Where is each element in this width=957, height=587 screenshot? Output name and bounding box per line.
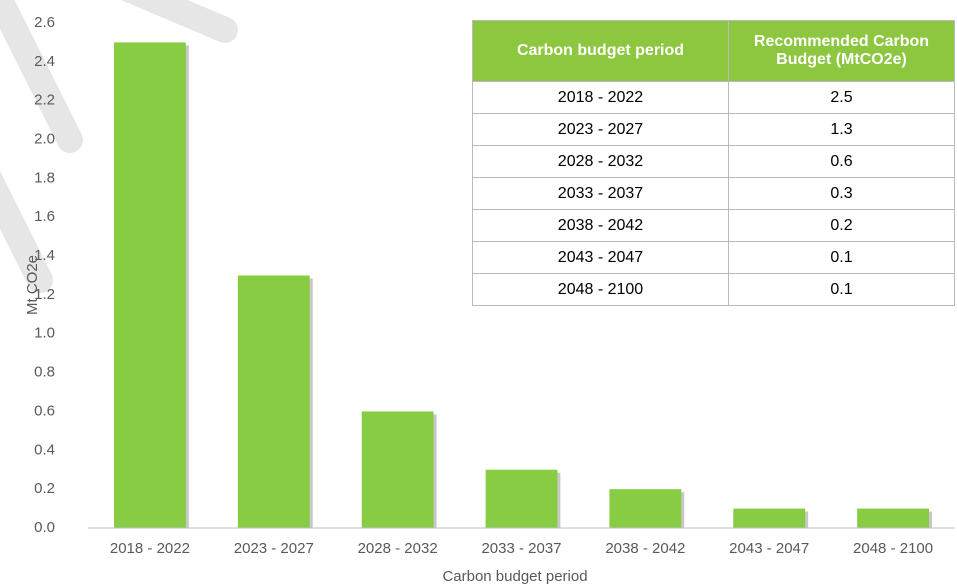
- x-tick-label: 2023 - 2027: [234, 540, 314, 557]
- table-cell: 0.6: [728, 145, 955, 178]
- y-tick-label: 1.0: [34, 325, 55, 342]
- table-cell: 0.3: [728, 177, 955, 210]
- table-row: 2043 - 2047 0.1: [472, 241, 955, 274]
- x-tick-label: 2033 - 2037: [481, 540, 561, 557]
- y-tick-label: 2.6: [34, 14, 55, 31]
- bar: [237, 275, 310, 528]
- table-cell: 2048 - 2100: [472, 273, 729, 306]
- y-axis-label: Mt CO2e: [24, 255, 41, 315]
- watermark: [0, 0, 83, 153]
- table-cell: 2038 - 2042: [472, 209, 729, 242]
- x-axis-label: Carbon budget period: [442, 568, 587, 585]
- y-tick-label: 2.4: [34, 53, 55, 70]
- table-cell: 0.2: [728, 209, 955, 242]
- table-cell: 2018 - 2022: [472, 81, 729, 114]
- table-cell: 2028 - 2032: [472, 145, 729, 178]
- table-header-row: Carbon budget period Recommended Carbon B…: [472, 20, 955, 82]
- table-row: 2033 - 2037 0.3: [472, 177, 955, 210]
- table-cell: 0.1: [728, 241, 955, 274]
- y-tick-label: 0.2: [34, 480, 55, 497]
- table-cell: 2033 - 2037: [472, 177, 729, 210]
- bar: [361, 411, 434, 528]
- table-row: 2028 - 2032 0.6: [472, 145, 955, 178]
- x-tick-label: 2018 - 2022: [110, 540, 190, 557]
- y-tick-label: 2.2: [34, 92, 55, 109]
- y-tick-label: 2.0: [34, 131, 55, 148]
- y-tick-label: 0.0: [34, 519, 55, 536]
- bar: [609, 489, 682, 528]
- table-row: 2038 - 2042 0.2: [472, 209, 955, 242]
- y-tick-label: 0.4: [34, 441, 55, 458]
- table-cell: 0.1: [728, 273, 955, 306]
- table-cell: 2043 - 2047: [472, 241, 729, 274]
- x-tick-label: 2043 - 2047: [729, 540, 809, 557]
- x-tick-label: 2048 - 2100: [853, 540, 933, 557]
- header-cell: Carbon budget period: [472, 20, 729, 82]
- y-tick-label: 1.2: [34, 286, 55, 303]
- table-cell: 1.3: [728, 113, 955, 146]
- y-tick-label: 0.8: [34, 364, 55, 381]
- budget-table: Carbon budget period Recommended Carbon B…: [472, 20, 955, 306]
- table-row: 2048 - 2100 0.1: [472, 273, 955, 306]
- x-tick-label: 2028 - 2032: [358, 540, 438, 557]
- header-cell: Recommended Carbon Budget (MtCO2e): [728, 20, 955, 82]
- bar: [733, 508, 806, 528]
- bar: [485, 469, 558, 528]
- y-tick-label: 1.8: [34, 169, 55, 186]
- y-tick-label: 1.6: [34, 208, 55, 225]
- table-row: 2018 - 2022 2.5: [472, 81, 955, 114]
- watermark: [120, 0, 238, 43]
- bar: [114, 42, 186, 529]
- x-tick-label: 2038 - 2042: [605, 540, 685, 557]
- table-cell: 2023 - 2027: [472, 113, 729, 146]
- bar: [857, 508, 929, 528]
- y-tick-label: 0.6: [34, 402, 55, 419]
- table-cell: 2.5: [728, 81, 955, 114]
- y-tick-label: 1.4: [34, 247, 55, 264]
- watermark: [0, 170, 53, 293]
- table-row: 2023 - 2027 1.3: [472, 113, 955, 146]
